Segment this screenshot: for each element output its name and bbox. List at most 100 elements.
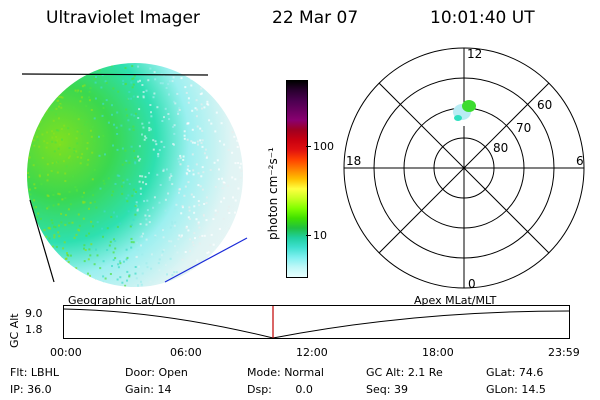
- disk-pixel: [204, 284, 206, 287]
- disk-pixel: [137, 155, 140, 158]
- disk-pixel: [241, 272, 243, 275]
- disk-pixel: [79, 100, 82, 103]
- disk-pixel: [239, 162, 242, 165]
- disk-pixel: [67, 208, 70, 211]
- disk-pixel: [159, 82, 162, 85]
- disk-pixel: [137, 284, 139, 287]
- disk-pixel: [69, 203, 72, 206]
- disk-pixel: [187, 97, 190, 100]
- disk-pixel: [132, 241, 135, 244]
- disk-pixel: [68, 133, 70, 136]
- disk-pixel: [222, 242, 225, 245]
- disk-pixel: [130, 145, 133, 148]
- disk-pixel: [231, 242, 234, 245]
- disk-pixel: [134, 272, 137, 275]
- disk-pixel: [176, 251, 179, 254]
- disk-pixel: [33, 206, 36, 209]
- disk-pixel: [88, 63, 91, 65]
- disk-pixel: [98, 154, 101, 157]
- disk-pixel: [66, 81, 68, 84]
- disk-pixel: [174, 221, 177, 224]
- disk-pixel: [91, 178, 94, 181]
- disk-pixel: [86, 276, 89, 279]
- apex-label: Apex MLat/MLT: [414, 294, 497, 307]
- disk-pixel: [80, 165, 83, 168]
- disk-pixel: [51, 222, 54, 225]
- timeline-y-label: GC Alt: [8, 313, 21, 348]
- disk-pixel: [225, 84, 228, 87]
- disk-pixel: [55, 65, 58, 68]
- disk-pixel: [60, 212, 63, 215]
- disk-pixel: [46, 163, 49, 166]
- disk-pixel: [173, 271, 176, 274]
- disk-pixel: [108, 120, 111, 123]
- disk-pixel: [191, 109, 194, 112]
- disk-pixel: [177, 112, 180, 115]
- status-glon: GLon: 14.5: [486, 383, 546, 396]
- disk-pixel: [54, 76, 57, 78]
- status-ip: IP: 36.0: [10, 383, 52, 396]
- disk-pixel: [197, 222, 200, 225]
- disk-pixel: [45, 110, 48, 113]
- disk-pixel: [53, 225, 56, 228]
- disk-pixel: [80, 156, 83, 159]
- disk-pixel: [237, 276, 240, 279]
- disk-pixel: [67, 77, 70, 80]
- disk-pixel: [55, 107, 58, 110]
- disk-pixel: [156, 173, 159, 176]
- disk-pixel: [33, 199, 35, 202]
- disk-pixel: [174, 207, 177, 210]
- disk-pixel: [201, 145, 204, 148]
- disk-pixel: [81, 85, 84, 88]
- mlt-label-12: 12: [467, 47, 482, 61]
- disk-pixel: [134, 213, 137, 216]
- disk-pixel: [180, 212, 183, 215]
- disk-pixel: [209, 169, 212, 171]
- disk-pixel: [88, 248, 91, 251]
- disk-pixel: [147, 79, 150, 82]
- disk-pixel: [207, 103, 210, 106]
- disk-pixel: [58, 193, 61, 196]
- disk-pixel: [51, 140, 54, 143]
- disk-pixel: [46, 79, 49, 82]
- disk-pixel: [182, 158, 185, 161]
- disk-pixel: [229, 253, 231, 256]
- disk-pixel: [203, 234, 206, 237]
- status-mode: Mode: Normal: [247, 366, 324, 379]
- disk-pixel: [192, 173, 195, 176]
- disk-pixel: [132, 95, 135, 98]
- disk-pixel: [179, 154, 182, 157]
- disk-pixel: [56, 171, 59, 174]
- disk-pixel: [233, 135, 236, 138]
- disk-pixel: [46, 142, 49, 144]
- disk-pixel: [210, 70, 213, 72]
- disk-pixel: [241, 69, 243, 72]
- disk-pixel: [138, 159, 141, 162]
- disk-pixel: [174, 245, 176, 248]
- disk-pixel: [27, 156, 30, 159]
- disk-pixel: [197, 285, 200, 287]
- disk-pixel: [38, 175, 41, 178]
- disk-pixel: [178, 191, 180, 194]
- disk-pixel: [57, 129, 60, 132]
- disk-pixel: [179, 282, 182, 285]
- disk-pixel: [53, 264, 55, 267]
- disk-pixel: [154, 235, 156, 238]
- disk-pixel: [39, 120, 42, 123]
- disk-pixel: [39, 279, 42, 282]
- disk-pixel: [35, 106, 38, 109]
- disk-pixel: [190, 193, 193, 196]
- disk-pixel: [180, 77, 183, 80]
- disk-pixel: [142, 232, 145, 235]
- disk-pixel: [163, 146, 166, 148]
- disk-pixel: [240, 221, 243, 224]
- disk-pixel: [44, 78, 47, 81]
- disk-pixel: [228, 212, 231, 214]
- status-dsp: Dsp: 0.0: [247, 383, 313, 396]
- disk-pixel: [185, 91, 188, 94]
- disk-pixel: [58, 95, 61, 98]
- disk-pixel: [35, 90, 38, 93]
- disk-pixel: [67, 75, 69, 78]
- disk-pixel: [64, 172, 67, 175]
- disk-pixel: [131, 77, 134, 80]
